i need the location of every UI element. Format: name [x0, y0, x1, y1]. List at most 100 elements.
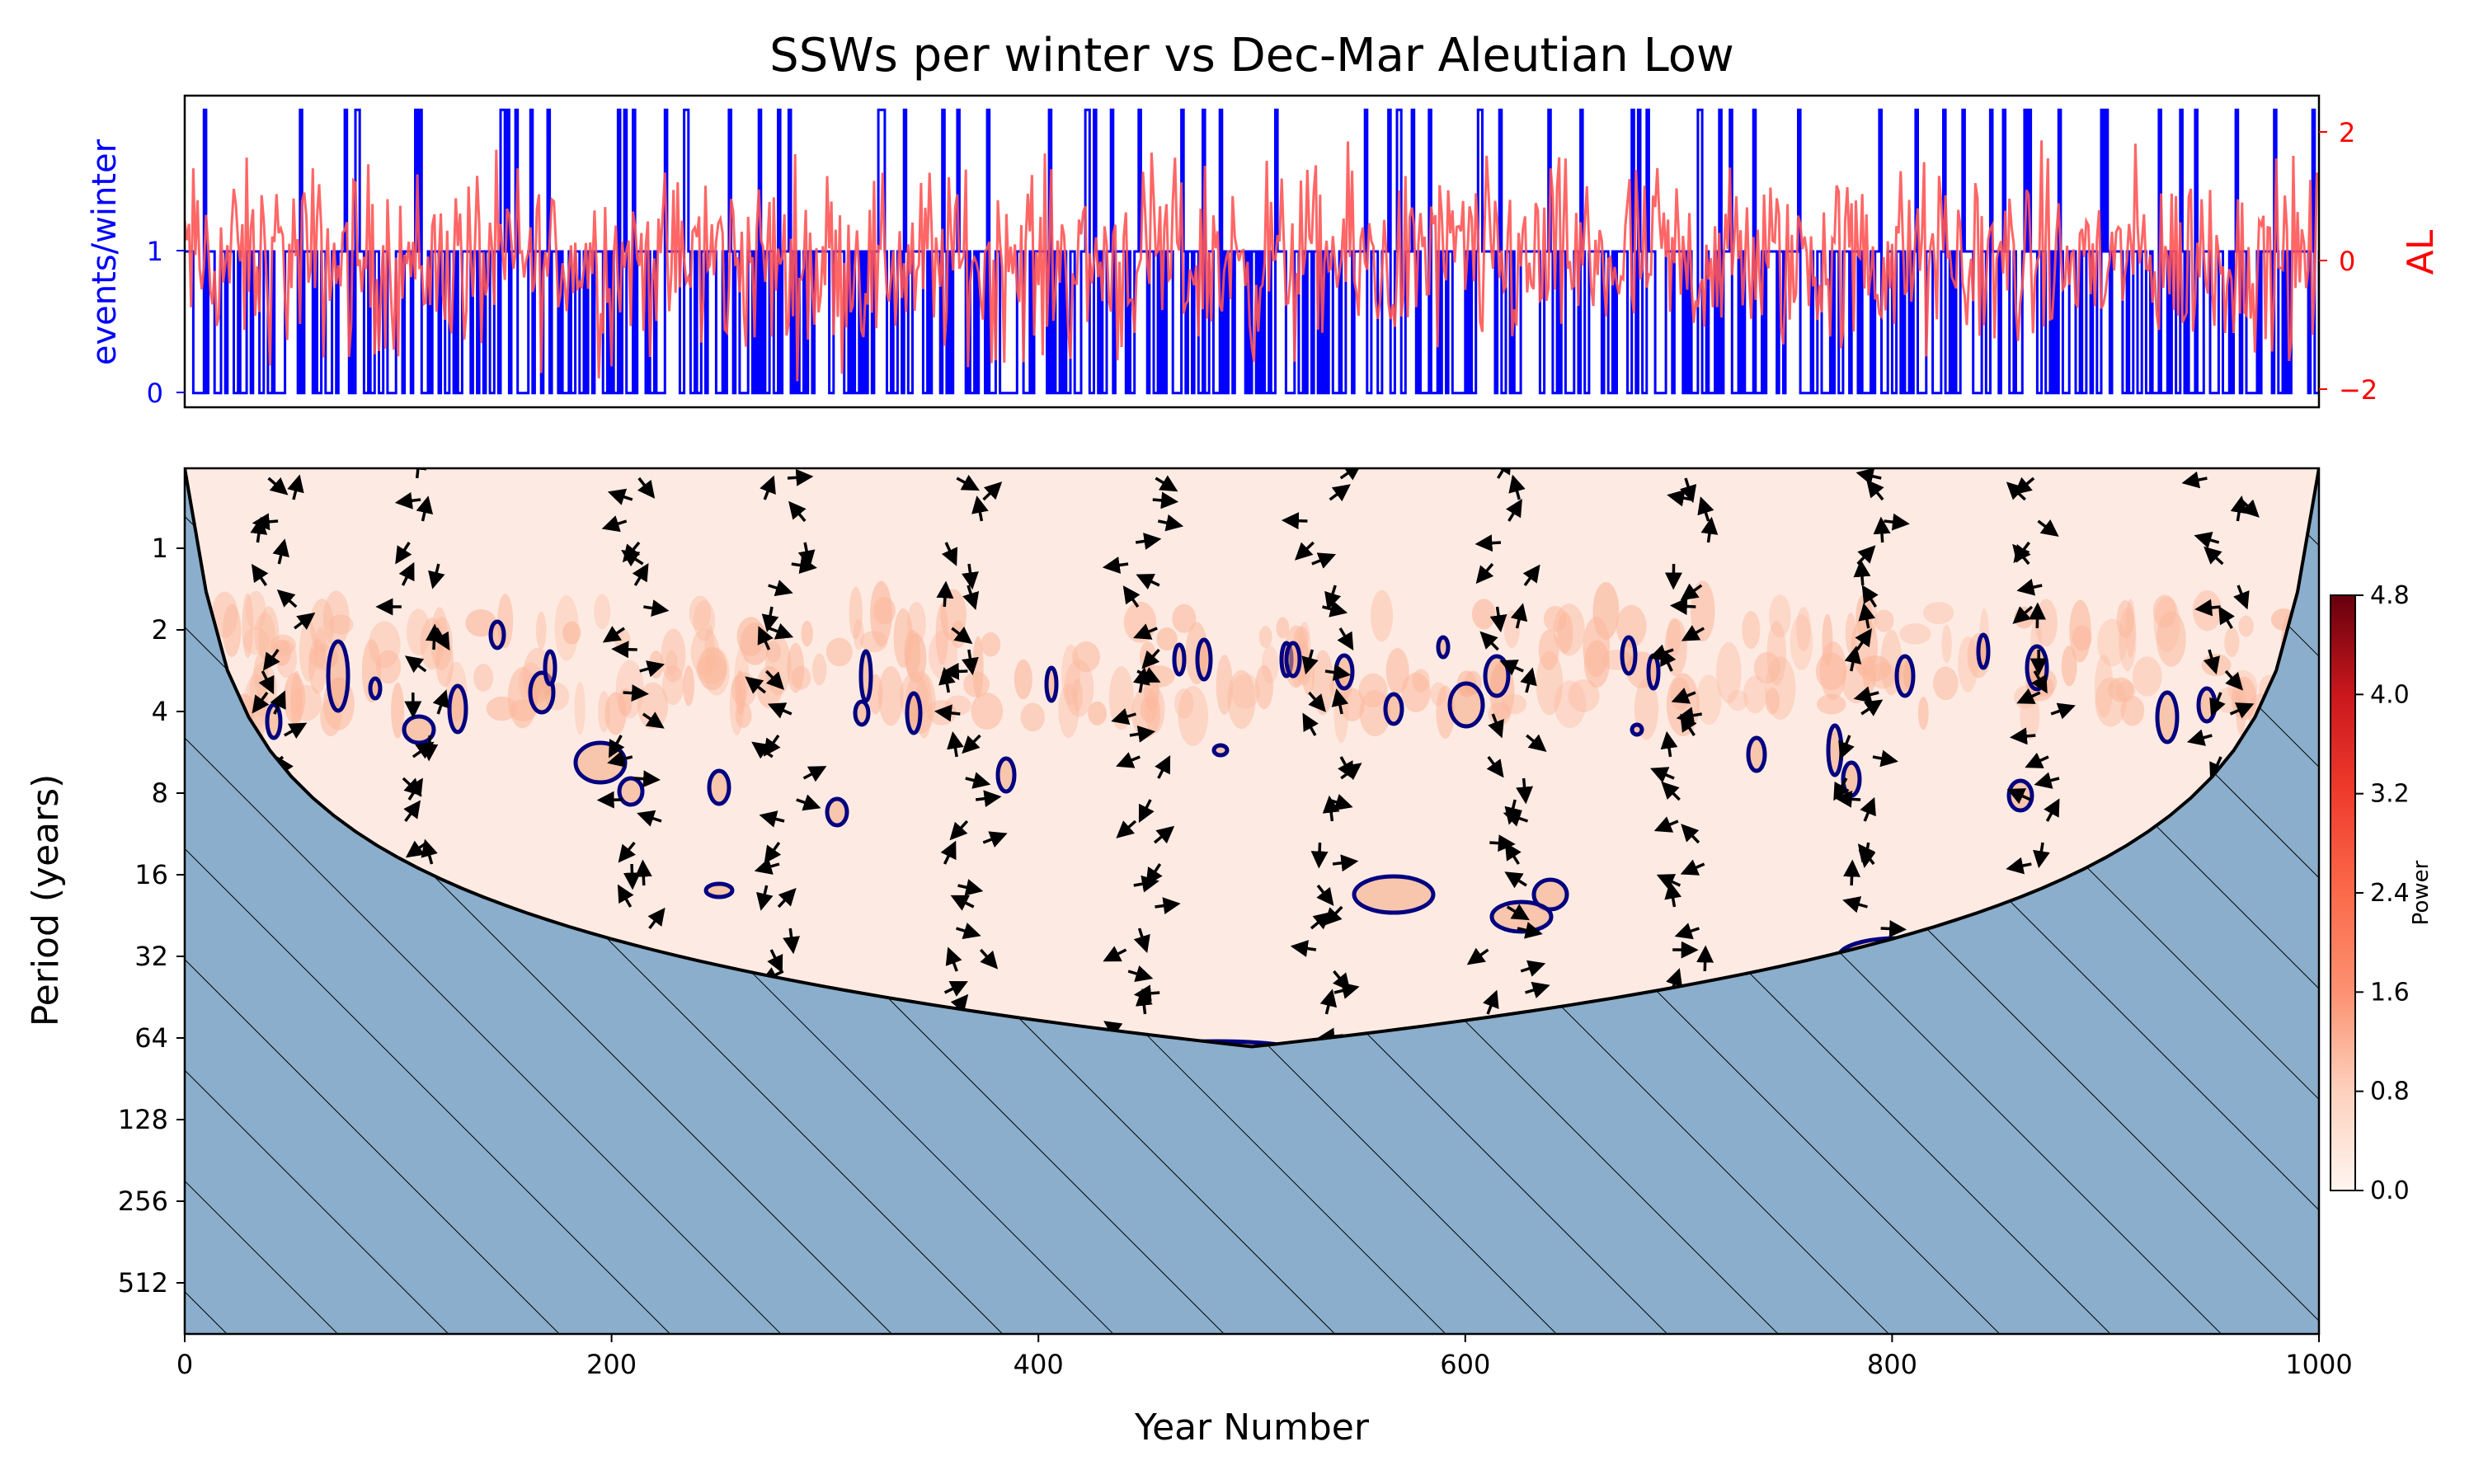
phase-arrow: [602, 626, 625, 643]
phase-arrow: [1331, 688, 1349, 715]
power-patch: [1933, 666, 1959, 701]
phase-arrow: [2186, 729, 2213, 746]
colorbar-ticks: 0.0 0.8 1.6 2.4 3.2 4.0 4.8: [2355, 581, 2410, 1205]
year-tick-label: 200: [586, 1349, 637, 1380]
power-patch: [308, 638, 327, 694]
phase-arrow: [1157, 514, 1184, 532]
power-patch: [242, 593, 254, 659]
power-patch: [971, 693, 1004, 730]
power-patch: [435, 639, 454, 688]
colorbar-gradient: [2330, 594, 2356, 1191]
phase-arrow: [971, 495, 989, 522]
phase-arrow: [618, 841, 636, 863]
power-patch: [2095, 677, 2127, 727]
phase-arrow: [1866, 479, 1884, 501]
events-series-line: [185, 108, 2319, 395]
phase-arrow: [1660, 647, 1677, 672]
colorbar-label: Power: [2409, 860, 2434, 925]
power-patch: [1536, 650, 1564, 716]
phase-arrow: [759, 810, 785, 828]
phase-arrow: [1319, 989, 1338, 1015]
phase-arrow: [1311, 552, 1337, 569]
power-patch: [1870, 662, 1896, 689]
power-patch: [703, 647, 730, 696]
power-patch: [1769, 594, 1791, 638]
phase-arrow: [406, 777, 423, 801]
phase-arrow: [945, 946, 962, 972]
phase-arrow: [765, 669, 785, 690]
phase-arrow: [2006, 788, 2032, 805]
power-patch: [2132, 656, 2162, 697]
power-patch: [825, 637, 853, 667]
power-patch: [1061, 644, 1081, 707]
colorbar-tick-label: 0.0: [2370, 1176, 2410, 1205]
phase-arrow: [802, 766, 827, 782]
phase-arrow: [404, 655, 427, 674]
colorbar-tick-label: 0.8: [2370, 1078, 2410, 1106]
phase-arrow: [272, 538, 289, 565]
phase-arrow: [607, 750, 633, 768]
phase-arrow: [1525, 981, 1550, 998]
power-patch: [1156, 627, 1178, 651]
phase-arrow: [617, 884, 634, 908]
phase-arrow: [783, 928, 801, 955]
phase-arrow: [1667, 489, 1693, 507]
power-patch: [615, 660, 644, 719]
significance-contour: [995, 756, 1017, 794]
phase-arrow: [642, 711, 665, 729]
phase-arrow: [2209, 692, 2226, 717]
phase-arrow: [1853, 559, 1871, 586]
phase-arrow: [623, 863, 641, 890]
phase-arrow: [941, 542, 958, 566]
significance-contour: [1172, 642, 1187, 677]
power-patch: [254, 612, 275, 658]
significance-contour: [573, 740, 628, 785]
power-patch: [598, 691, 611, 733]
phase-arrow: [1503, 810, 1529, 827]
phase-arrow: [1133, 928, 1150, 954]
phase-arrow: [421, 838, 438, 865]
phase-arrow: [1316, 884, 1334, 906]
power-patch: [1174, 688, 1194, 719]
phase-arrow: [267, 477, 289, 495]
power-patch: [258, 606, 280, 668]
bottom-frame: [183, 467, 2321, 1336]
phase-arrow: [1290, 940, 1317, 957]
power-patch: [1616, 604, 1647, 648]
phase-arrow: [2194, 599, 2221, 617]
phase-arrow: [270, 690, 286, 715]
phase-arrow: [756, 885, 774, 911]
phase-arrow: [949, 819, 969, 841]
power-patch: [562, 621, 581, 645]
phase-arrow: [1520, 667, 1537, 693]
phase-arrow: [2031, 670, 2048, 694]
power-patch: [904, 629, 921, 677]
phase-arrow: [252, 691, 270, 714]
significance-contour: [265, 702, 283, 740]
power-patch: [1715, 641, 1742, 704]
phase-arrow: [284, 722, 308, 740]
phase-arrow: [1674, 923, 1700, 940]
power-patch: [2108, 677, 2134, 702]
phase-arrow: [1873, 516, 1891, 543]
phase-arrow: [1853, 686, 1879, 703]
phase-arrow: [1135, 988, 1153, 1015]
phase-arrow: [1516, 777, 1534, 805]
phase-arrow: [1133, 984, 1160, 1003]
phase-arrow: [2016, 688, 2041, 704]
phase-arrow: [1103, 946, 1127, 962]
phase-arrow: [2006, 857, 2032, 875]
phase-arrow: [760, 475, 776, 500]
power-patch: [1358, 673, 1388, 707]
phase-arrow: [1681, 824, 1700, 844]
phase-arrow: [1479, 631, 1499, 651]
phase-arrow: [1136, 574, 1160, 590]
x-axis-label: Year Number: [1134, 1407, 1370, 1449]
significance-contour: [488, 619, 506, 650]
significance-contour: [543, 649, 557, 687]
phase-arrow: [1504, 842, 1522, 865]
phase-arrow: [936, 580, 954, 608]
power-patch: [1227, 669, 1256, 730]
power-patch: [222, 603, 242, 658]
power-patch: [574, 681, 586, 735]
